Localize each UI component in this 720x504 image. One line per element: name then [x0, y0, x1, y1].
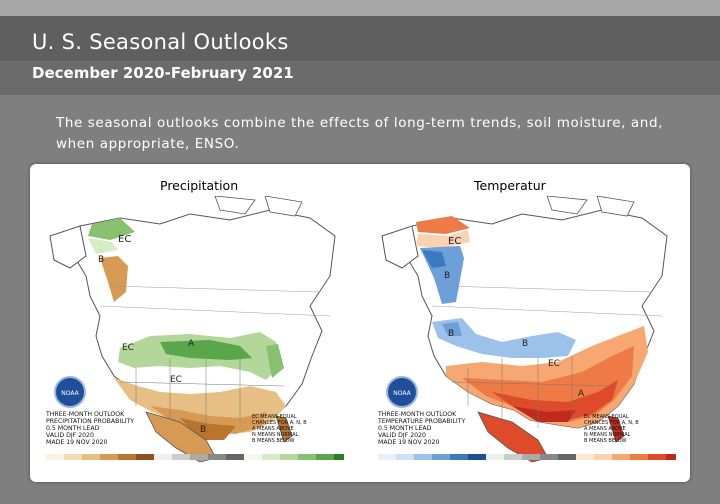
caption-line: VALID DJF 2020 [46, 432, 94, 439]
alaska-cold-core [422, 250, 446, 268]
a-label: A [578, 389, 585, 399]
precipitation-outlook-map: EC B EC A EC B NOAA THREE-MONTH OUTLOOK … [40, 196, 350, 474]
southern-us-dry-core [180, 418, 236, 440]
temperature-outlook-map: EC B B B EC A NOAA THREE-MONTH OUTLOOK T… [372, 196, 682, 474]
legend-note: N MEANS NORMAL [252, 432, 299, 438]
b-label: B [444, 271, 450, 281]
caption-line: MADE 19 NOV 2020 [46, 439, 107, 446]
ec-label: EC [170, 375, 182, 385]
legend-note: EC MEANS EQUAL [584, 414, 629, 420]
temperature-map-label: Temperatur [474, 178, 546, 193]
precip-caption: THREE-MONTH OUTLOOK PRECIPITATION PROBAB… [45, 411, 134, 446]
caption-line: PRECIPITATION PROBABILITY [46, 418, 134, 425]
ec-label: EC [448, 236, 461, 247]
northern-us-cold-band [432, 318, 576, 358]
a-label: A [188, 339, 195, 349]
caption-line: TEMPERATURE PROBABILITY [377, 418, 465, 425]
arctic-island [596, 196, 635, 217]
title-bar [0, 16, 720, 62]
alaska-wet-area-light [88, 238, 118, 254]
precipitation-map-label: Precipitation [160, 178, 239, 193]
alaska-wet-area [88, 218, 135, 240]
legend-note: A MEANS ABOVE [584, 426, 626, 432]
alaska-dry-area [100, 256, 128, 302]
alaska-warm-area [416, 216, 470, 234]
temp-caption: THREE-MONTH OUTLOOK TEMPERATURE PROBABIL… [377, 411, 465, 446]
northern-us-wet-core [160, 340, 252, 360]
precip-color-scale [46, 454, 344, 460]
florida-warm [607, 415, 625, 443]
ohio-valley-wet [266, 344, 284, 378]
ec-label: EC [122, 343, 134, 353]
subtitle-bar [0, 61, 720, 95]
legend-note: CHANCES FOR A, N, B [584, 420, 639, 426]
ec-label: EC [118, 234, 131, 245]
alaska-outline [381, 225, 419, 269]
maps-panel: Precipitation Temperatur EC B EC A [30, 164, 690, 482]
state-lines [451, 356, 617, 428]
pacific-northwest-cold [442, 322, 462, 336]
slide-subtitle: December 2020-February 2021 [32, 64, 294, 82]
legend-note: B MEANS BELOW [252, 438, 295, 444]
b-label: B [98, 255, 104, 265]
noaa-logo-text: NOAA [393, 390, 411, 397]
top-strip [0, 0, 720, 16]
legend-note: EC MEANS EQUAL [252, 414, 297, 420]
noaa-logo [54, 376, 86, 408]
state-lines [119, 356, 285, 428]
arctic-island [264, 196, 303, 217]
slide-title: U. S. Seasonal Outlooks [32, 30, 289, 54]
province-lines [431, 285, 663, 317]
arctic-island [214, 196, 256, 215]
southern-us-dry-mid [150, 406, 266, 434]
alaska-warm-light [416, 230, 470, 248]
b-label: B [200, 425, 206, 435]
alaska-outline [49, 225, 87, 269]
caption-line: VALID DJF 2020 [378, 432, 426, 439]
legend-note: CHANCES FOR A, N, B [252, 420, 307, 426]
temp-legend-notes: EC MEANS EQUAL CHANCES FOR A, N, B A MEA… [584, 414, 639, 444]
ec-label: EC [548, 359, 560, 369]
legend-note: A MEANS ABOVE [252, 426, 294, 432]
noaa-logo [386, 376, 418, 408]
noaa-logo-text: NOAA [61, 390, 79, 397]
province-lines [99, 285, 331, 317]
slide-body-text: The seasonal outlooks combine the effect… [56, 115, 664, 152]
temp-color-scale [378, 454, 676, 460]
caption-line: 0.5 MONTH LEAD [378, 425, 432, 432]
legend-note: N MEANS NORMAL [584, 432, 631, 438]
caption-line: 0.5 MONTH LEAD [46, 425, 100, 432]
caption-line: THREE-MONTH OUTLOOK [45, 411, 125, 418]
southern-us-warm-core [512, 406, 576, 422]
florida-dry [275, 415, 293, 443]
legend-note: B MEANS BELOW [584, 438, 627, 444]
b-label: B [522, 339, 528, 349]
caption-line: MADE 19 NOV 2020 [378, 439, 439, 446]
b-label: B [448, 329, 454, 339]
arctic-island [546, 196, 588, 215]
caption-line: THREE-MONTH OUTLOOK [377, 411, 457, 418]
precip-legend-notes: EC MEANS EQUAL CHANCES FOR A, N, B A MEA… [252, 414, 307, 444]
